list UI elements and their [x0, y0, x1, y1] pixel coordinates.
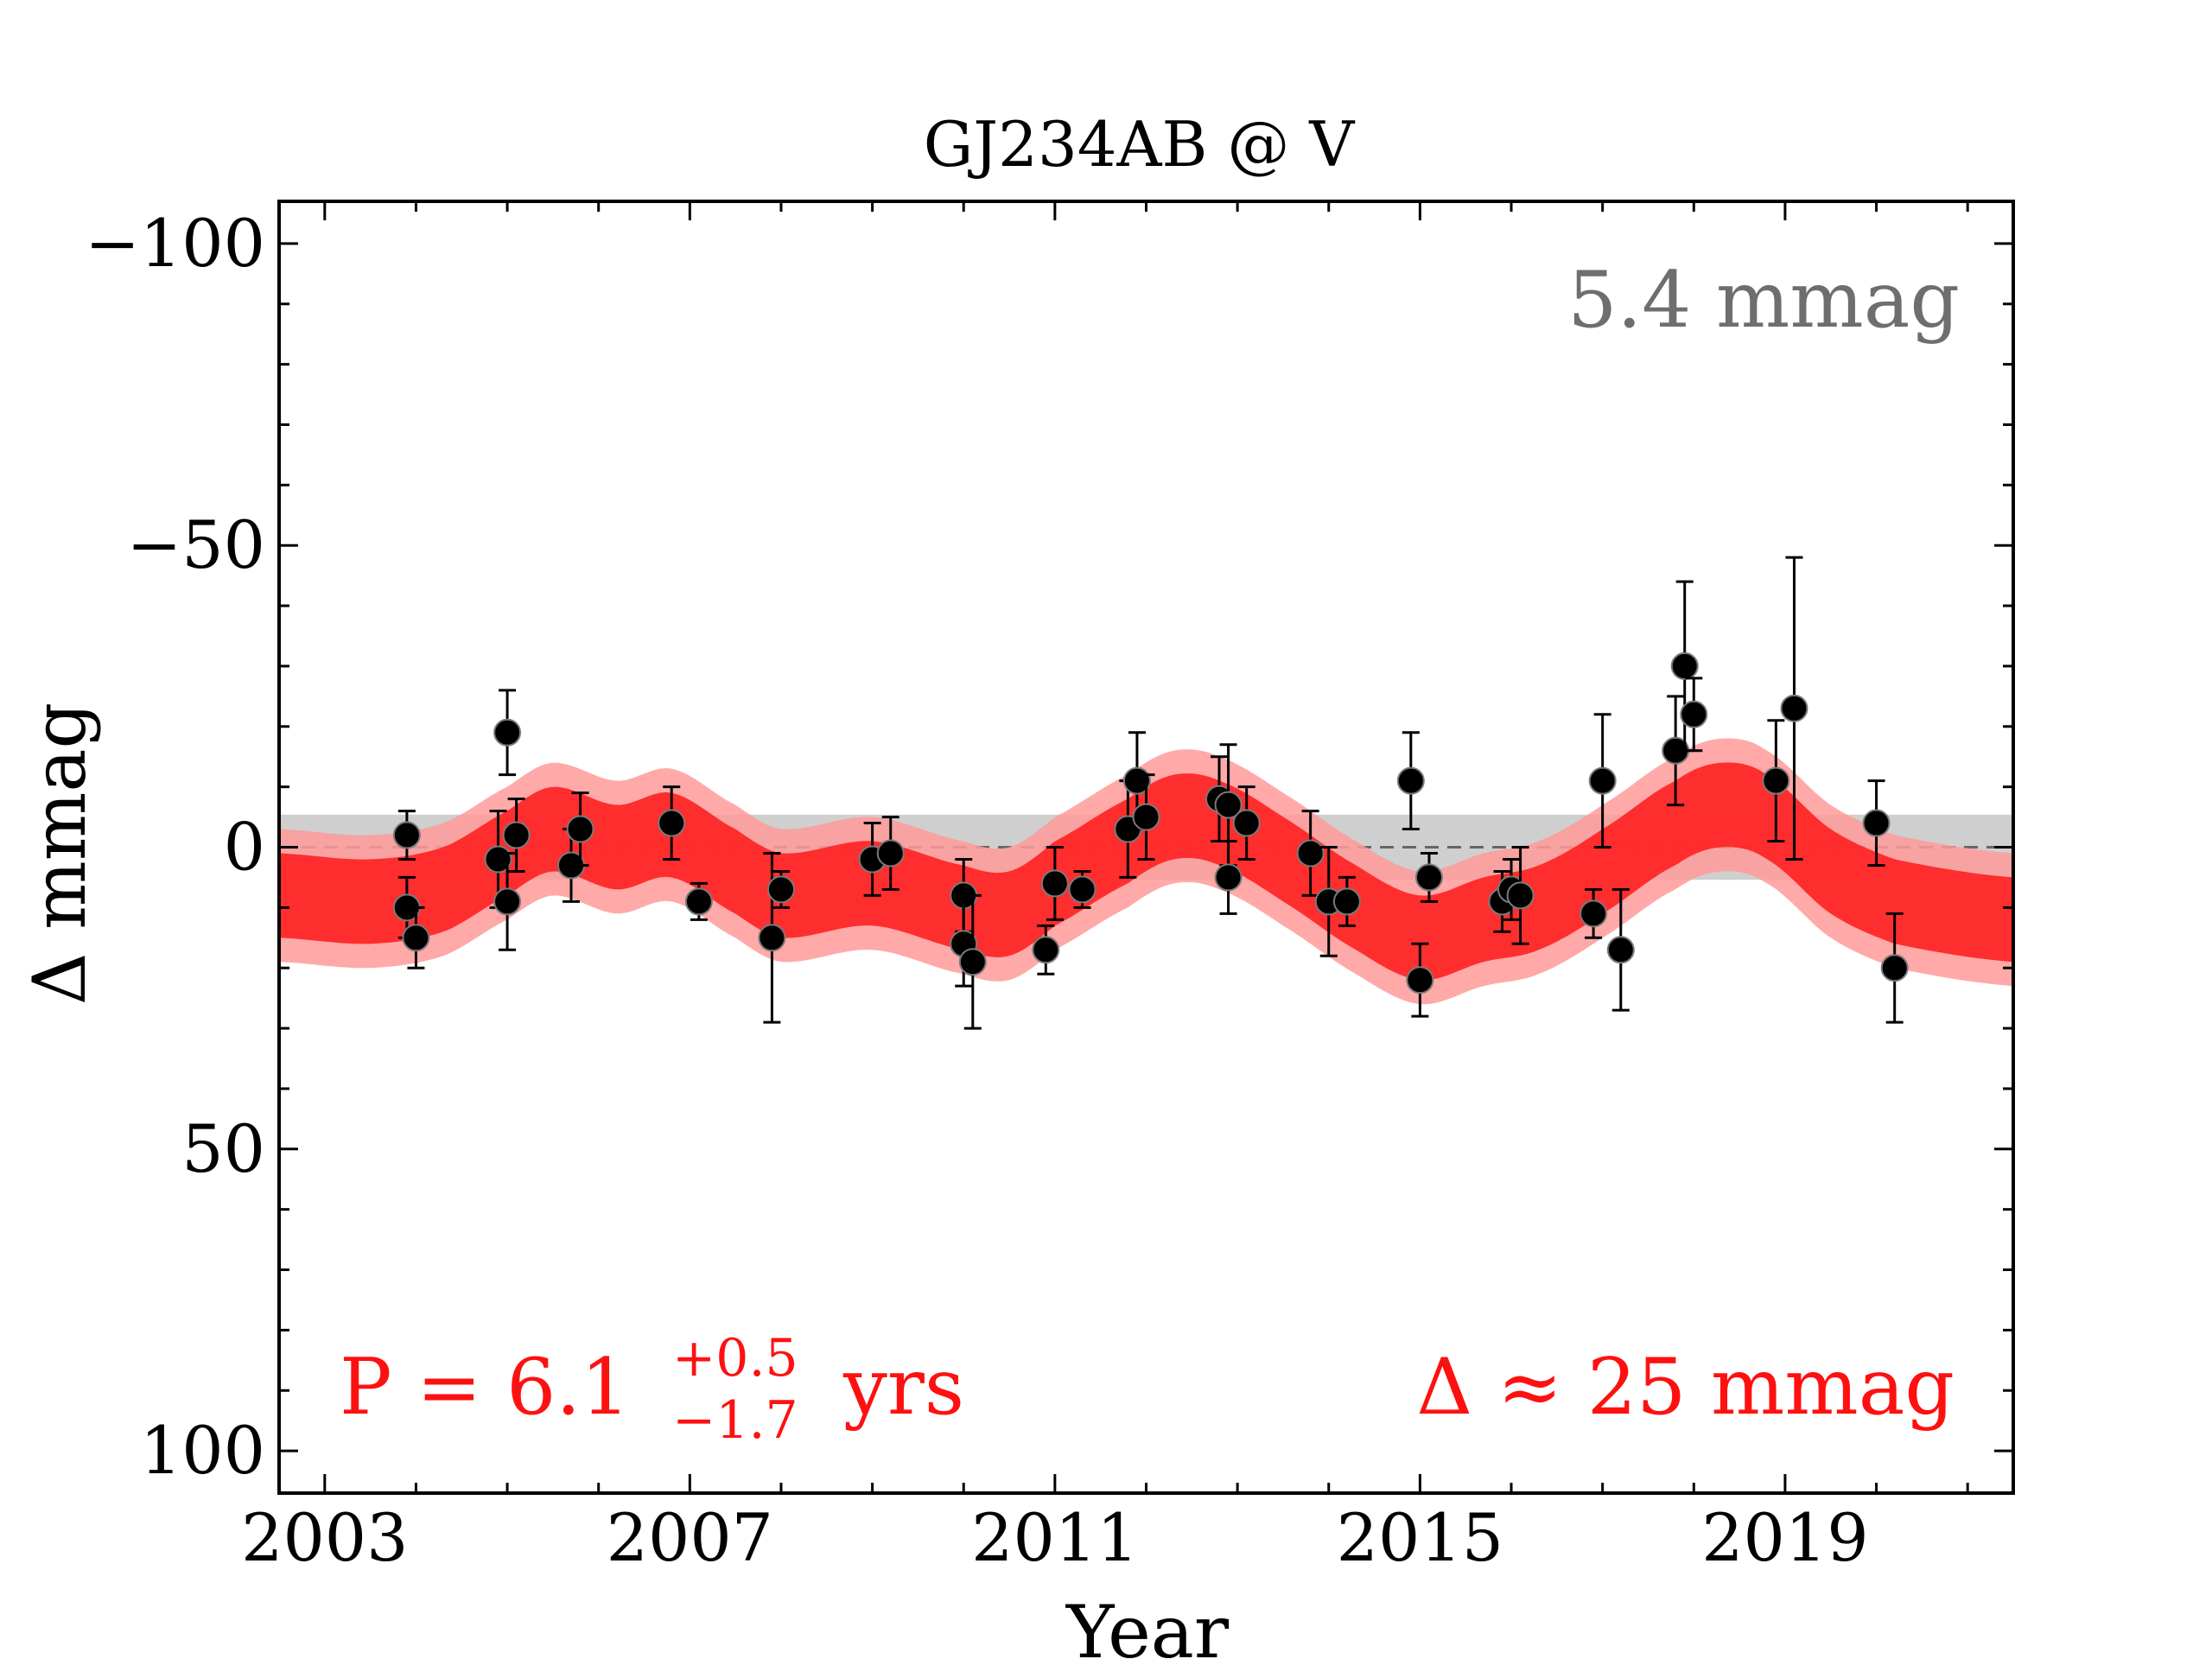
x-tick-label: 2011: [971, 1499, 1138, 1576]
plot-clipped-group: [279, 556, 2013, 1030]
data-point: [493, 718, 522, 747]
data-point: [402, 924, 430, 952]
axes: 2003 2007 2011 2015 2019 −100 −50 0 50 100: [85, 200, 2015, 1576]
rms-label: 5.4 mmag: [1567, 255, 1960, 346]
data-point: [1780, 694, 1808, 722]
y-tick-label: −100: [85, 205, 265, 282]
data-point: [1670, 652, 1699, 680]
data-point: [1862, 809, 1891, 837]
data-point: [766, 875, 795, 904]
data-point: [684, 887, 713, 916]
plot-area: [279, 556, 2013, 1030]
data-point: [1506, 881, 1535, 910]
x-tick-label: 2015: [1337, 1499, 1503, 1576]
period-label: P = 6.1: [340, 1342, 630, 1433]
model-band-inner: [279, 762, 2013, 981]
data-point: [566, 815, 594, 843]
data-point: [1880, 954, 1909, 982]
data-point: [1232, 809, 1261, 837]
x-tick-label: 2007: [607, 1499, 773, 1576]
data-point: [1762, 766, 1790, 795]
data-point: [502, 821, 531, 849]
data-point: [1132, 803, 1160, 831]
data-point: [1068, 875, 1096, 904]
data-point: [392, 821, 421, 849]
amplitude-label: Δ ≈ 25 mmag: [1416, 1342, 1955, 1433]
data-point: [876, 839, 905, 868]
model-band-outer: [279, 738, 2013, 1005]
data-point: [1396, 766, 1425, 795]
data-point: [493, 887, 522, 916]
data-point: [958, 948, 987, 976]
data-point: [1332, 887, 1361, 916]
data-point: [1296, 839, 1325, 868]
period-sup: +0.5: [672, 1328, 798, 1389]
data-point: [658, 809, 686, 837]
data-point: [1214, 791, 1243, 819]
y-tick-label: 50: [181, 1110, 265, 1187]
data-point: [1588, 766, 1617, 795]
chart-title: GJ234AB @ V: [924, 108, 1356, 181]
data-point: [758, 924, 786, 952]
data-point: [1580, 899, 1608, 928]
data-point: [1214, 863, 1243, 892]
data-point: [1032, 936, 1060, 964]
y-tick-label: 100: [140, 1412, 265, 1489]
x-tick-label: 2003: [241, 1499, 408, 1576]
x-tick-label: 2019: [1701, 1499, 1868, 1576]
period-unit: yrs: [842, 1342, 964, 1433]
x-axis-label: Year: [1065, 1590, 1230, 1659]
data-point: [1680, 700, 1708, 728]
data-point: [1406, 966, 1434, 995]
y-tick-label: 0: [224, 809, 265, 886]
y-axis-label: Δ mmag: [17, 702, 102, 1006]
data-point: [1040, 869, 1069, 898]
period-sub: −1.7: [672, 1390, 798, 1451]
data-point: [1606, 936, 1635, 964]
data-point: [1414, 863, 1443, 892]
y-tick-label: −50: [127, 506, 265, 583]
period-prefix: P = 6.1: [340, 1342, 630, 1433]
